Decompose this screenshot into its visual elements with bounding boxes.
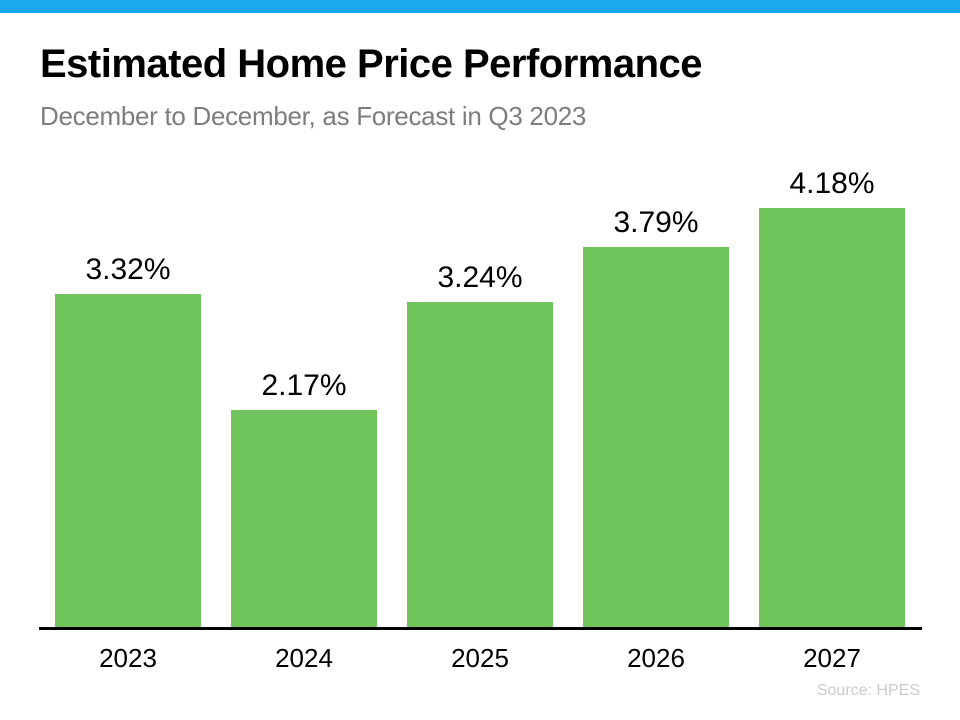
bar-value-label: 3.32% [85,253,171,286]
bar-2025 [407,302,553,627]
bar-value-label: 4.18% [789,167,875,200]
page-subtitle: December to December, as Forecast in Q3 … [40,101,587,131]
x-axis-label-2027: 2027 [803,643,861,673]
bar-2026 [583,247,729,627]
top-accent-bar [0,0,960,13]
x-axis-line [39,627,922,630]
bar-2023 [55,294,201,627]
bar-column-2024: 2.17% [231,369,377,627]
bar-column-2026: 3.79% [583,206,729,627]
x-axis-label-2026: 2026 [627,643,685,673]
page-title: Estimated Home Price Performance [40,42,703,86]
bar-column-2025: 3.24% [407,261,553,627]
bar-value-label: 3.24% [437,261,523,294]
bar-2024 [231,410,377,627]
bar-column-2027: 4.18% [759,167,905,627]
bar-2027 [759,208,905,627]
bar-value-label: 2.17% [261,369,347,402]
source-credit: Source: HPES [816,682,920,699]
bars-container: 3.32% 2.17% 3.24% 3.79% 4.18% [55,0,905,627]
x-axis-label-2025: 2025 [451,643,509,673]
x-axis-label-2023: 2023 [99,643,157,673]
bar-value-label: 3.79% [613,206,699,239]
x-axis-labels: 2023 2024 2025 2026 2027 [55,643,905,674]
x-axis-label-2024: 2024 [275,643,333,673]
bar-column-2023: 3.32% [55,253,201,627]
